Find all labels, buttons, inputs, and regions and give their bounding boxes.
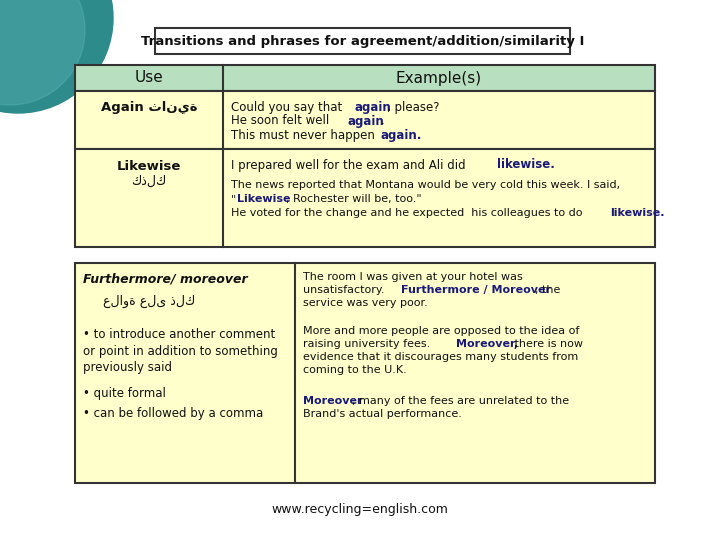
Text: Example(s): Example(s) xyxy=(396,71,482,85)
Text: evidence that it discourages many students from: evidence that it discourages many studen… xyxy=(303,352,578,362)
Text: More and more people are opposed to the idea of: More and more people are opposed to the … xyxy=(303,326,580,336)
Circle shape xyxy=(0,0,113,113)
Text: , the: , the xyxy=(535,285,561,295)
Text: service was very poor.: service was very poor. xyxy=(303,298,428,308)
Text: Moreover: Moreover xyxy=(303,396,362,406)
Text: Furthermore/ moreover: Furthermore/ moreover xyxy=(83,273,248,286)
Text: again: again xyxy=(348,114,384,127)
Text: Use: Use xyxy=(135,71,163,85)
Text: • quite formal: • quite formal xyxy=(83,387,166,400)
FancyBboxPatch shape xyxy=(155,28,570,54)
Text: previously said: previously said xyxy=(83,361,172,374)
Circle shape xyxy=(0,0,85,105)
FancyBboxPatch shape xyxy=(75,149,655,247)
Text: , Rochester will be, too.": , Rochester will be, too." xyxy=(286,194,422,204)
Text: كذلك: كذلك xyxy=(131,174,166,187)
Text: , many of the fees are unrelated to the: , many of the fees are unrelated to the xyxy=(352,396,569,406)
Text: raising university fees.: raising university fees. xyxy=(303,339,433,349)
Text: again.: again. xyxy=(380,129,422,141)
Text: • to introduce another comment: • to introduce another comment xyxy=(83,328,275,341)
FancyBboxPatch shape xyxy=(75,65,655,91)
Text: The room I was given at your hotel was: The room I was given at your hotel was xyxy=(303,272,523,282)
Text: He voted for the change and he expected  his colleagues to do: He voted for the change and he expected … xyxy=(231,208,586,218)
Text: coming to the U.K.: coming to the U.K. xyxy=(303,365,407,375)
Text: there is now: there is now xyxy=(510,339,582,349)
FancyBboxPatch shape xyxy=(75,263,655,483)
Text: He soon felt well: He soon felt well xyxy=(231,114,333,127)
Text: • can be followed by a comma: • can be followed by a comma xyxy=(83,407,264,420)
Text: Moreover,: Moreover, xyxy=(456,339,518,349)
Text: or point in addition to something: or point in addition to something xyxy=(83,345,278,357)
Text: The news reported that Montana would be very cold this week. I said,: The news reported that Montana would be … xyxy=(231,180,620,190)
Text: again: again xyxy=(354,100,391,113)
Text: www.recycling=english.com: www.recycling=english.com xyxy=(271,503,449,516)
Text: This must never happen: This must never happen xyxy=(231,129,379,141)
Text: Furthermore / Moreover: Furthermore / Moreover xyxy=(401,285,551,295)
Text: Transitions and phrases for agreement/addition/similarity I: Transitions and phrases for agreement/ad… xyxy=(141,35,584,48)
Text: I prepared well for the exam and Ali did: I prepared well for the exam and Ali did xyxy=(231,159,469,172)
Text: ": " xyxy=(231,194,236,204)
Text: Brand's actual performance.: Brand's actual performance. xyxy=(303,409,462,419)
Text: unsatisfactory.: unsatisfactory. xyxy=(303,285,388,295)
Text: Likewise: Likewise xyxy=(117,160,181,173)
Text: Likewise: Likewise xyxy=(237,194,291,204)
Text: علاوة على ذلك: علاوة على ذلك xyxy=(103,294,195,308)
FancyBboxPatch shape xyxy=(75,91,655,149)
Text: Could you say that: Could you say that xyxy=(231,100,346,113)
Text: , please?: , please? xyxy=(387,100,439,113)
Text: likewise.: likewise. xyxy=(610,208,665,218)
Text: likewise.: likewise. xyxy=(498,159,555,172)
Text: Again ثانية: Again ثانية xyxy=(101,102,197,114)
Text: .: . xyxy=(380,114,384,127)
